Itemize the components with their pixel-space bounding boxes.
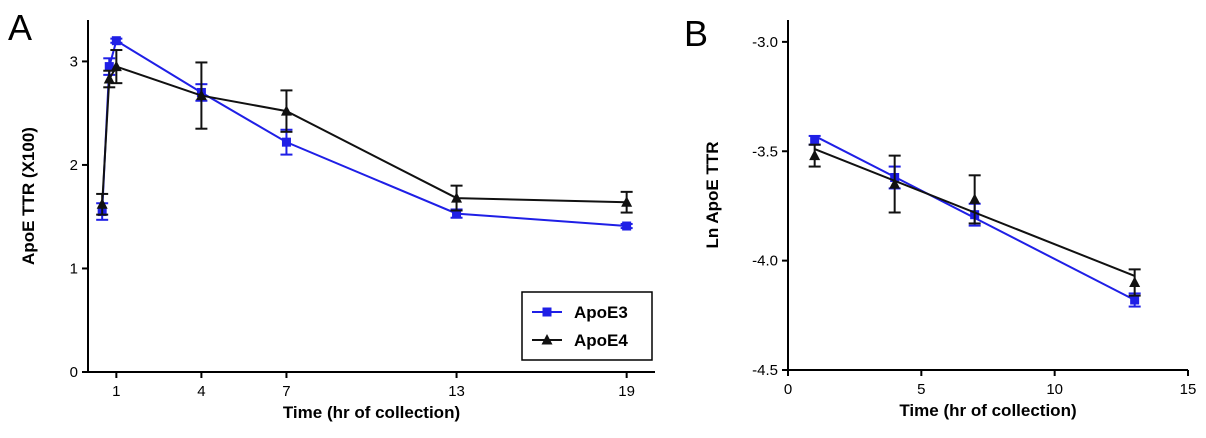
legend-label: ApoE3 [574,303,628,322]
legend-swatch-marker [541,334,553,345]
chart-panel-a: 1 4 7 13 19 0 1 2 3 Time (hr of collection) ApoE T… [19,20,655,422]
panel-label-b: B [684,13,708,54]
series-apoe4 [96,49,633,216]
data-point [103,73,115,84]
data-point [810,135,820,145]
y-tick-label: 3 [70,53,78,70]
legend: ApoE3 ApoE4 [521,291,653,361]
y-tick-label: -4.0 [752,253,778,270]
panel-label-a: A [8,7,32,48]
y-tick-label: 0 [70,364,78,381]
legend-label: ApoE4 [574,331,628,350]
y-axis-title: ApoE TTR (X100) [19,127,38,265]
y-tick-label: 1 [70,260,78,277]
data-point [281,137,291,147]
data-point [111,36,121,46]
series-line [101,39,627,228]
x-tick-label: 15 [1180,381,1197,398]
data-point [280,105,292,116]
data-point [621,196,633,207]
y-tick-label: -3.0 [752,34,778,51]
data-point [451,192,463,203]
data-point [452,209,462,219]
data-point [96,198,108,209]
y-axis-title: Ln ApoE TTR [703,141,722,248]
x-tick-label: 7 [282,383,290,400]
series-line [101,65,627,205]
x-tick-label: 10 [1046,381,1063,398]
y-tick-label: -3.5 [752,143,778,160]
legend-box [521,291,653,361]
data-point [889,178,901,189]
data-point [195,89,207,101]
data-point [110,60,122,72]
legend-swatch-marker [542,307,552,317]
x-tick-label: 5 [917,381,925,398]
x-tick-label: 0 [784,381,792,398]
data-point [622,221,632,231]
y-tick-label: 2 [70,157,78,174]
x-axis-title: Time (hr of collection) [283,403,460,422]
x-tick-label: 13 [448,383,465,400]
chart-panel-b: 0 5 10 15 -3.0 -3.5 -4.0 -4.5 Time (hr of collec… [703,20,1196,420]
data-point [104,62,114,72]
x-tick-label: 19 [618,383,635,400]
y-tick-label: -4.5 [752,362,778,379]
x-tick-label: 4 [197,383,205,400]
x-axis-title: Time (hr of collection) [899,401,1076,420]
series-apoe4 [808,143,1141,297]
data-point [969,193,981,204]
data-point [809,149,821,161]
data-point [1130,295,1140,305]
x-tick-label: 1 [112,383,120,400]
data-point [1129,276,1141,287]
